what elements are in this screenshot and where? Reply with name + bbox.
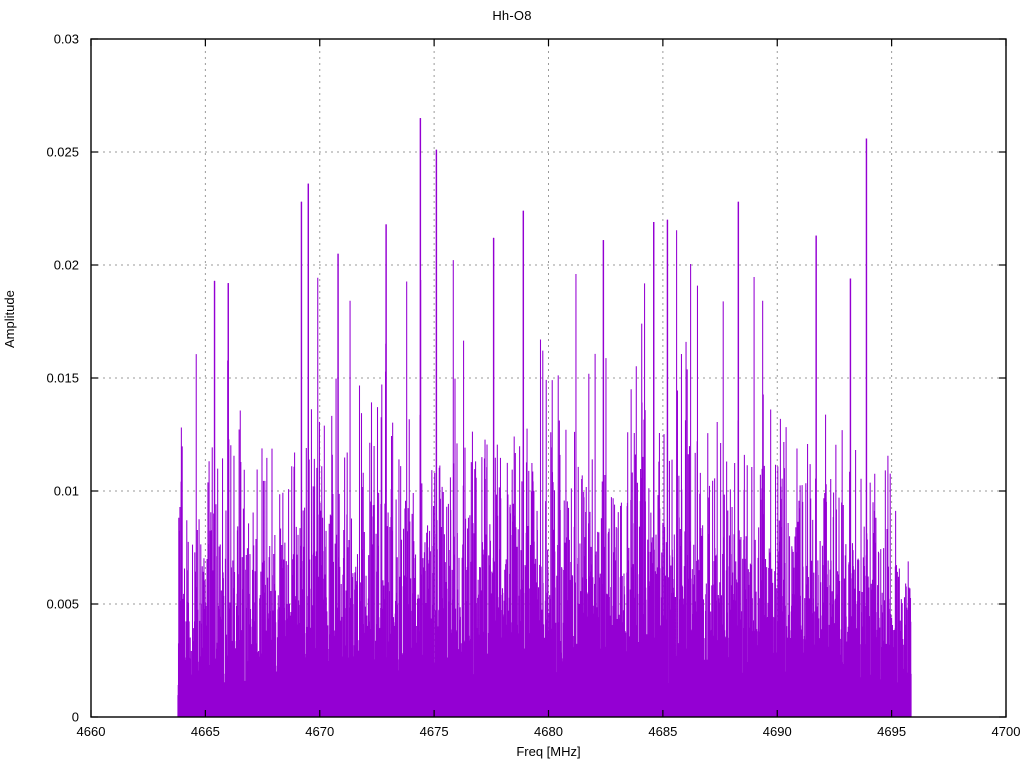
y-tick-label: 0.005 (46, 596, 79, 612)
x-tick-label: 4670 (305, 724, 335, 739)
x-tick-label: 4675 (419, 724, 449, 739)
x-tick-label: 4690 (762, 724, 792, 739)
y-tick-label: 0.02 (53, 257, 79, 273)
spectrum-data-series (177, 118, 912, 717)
y-tick-label: 0 (71, 709, 79, 725)
y-tick-label: 0.01 (53, 483, 79, 499)
x-tick-label: 4695 (877, 724, 907, 739)
x-tick-label: 4665 (190, 724, 220, 739)
y-tick-label: 0.015 (46, 370, 79, 386)
y-tick-label: 0.03 (53, 31, 79, 47)
x-axis-label: Freq [MHz] (516, 744, 581, 759)
page-title: Hh-O8 (492, 8, 532, 23)
x-tick-label: 4685 (648, 724, 678, 739)
x-tick-label: 4700 (991, 724, 1021, 739)
x-tick-label: 4660 (76, 724, 106, 739)
x-tick-label: 4680 (534, 724, 563, 739)
y-tick-label: 0.025 (46, 144, 79, 160)
axis-tick-marks (90, 38, 1007, 718)
